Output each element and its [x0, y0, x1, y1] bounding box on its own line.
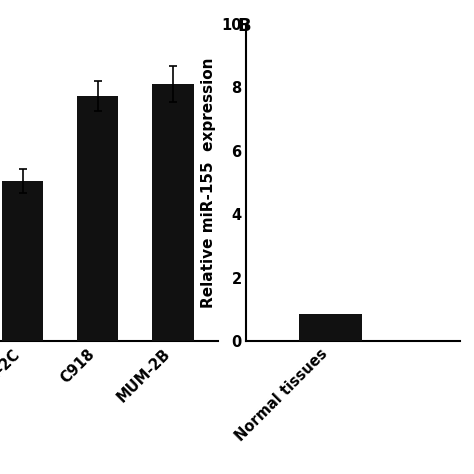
Y-axis label: Relative miR-155  expression: Relative miR-155 expression	[201, 57, 216, 308]
Text: B: B	[237, 17, 251, 35]
Bar	[77, 96, 118, 341]
Bar	[2, 181, 43, 341]
Bar	[299, 314, 362, 341]
Bar	[152, 84, 193, 341]
